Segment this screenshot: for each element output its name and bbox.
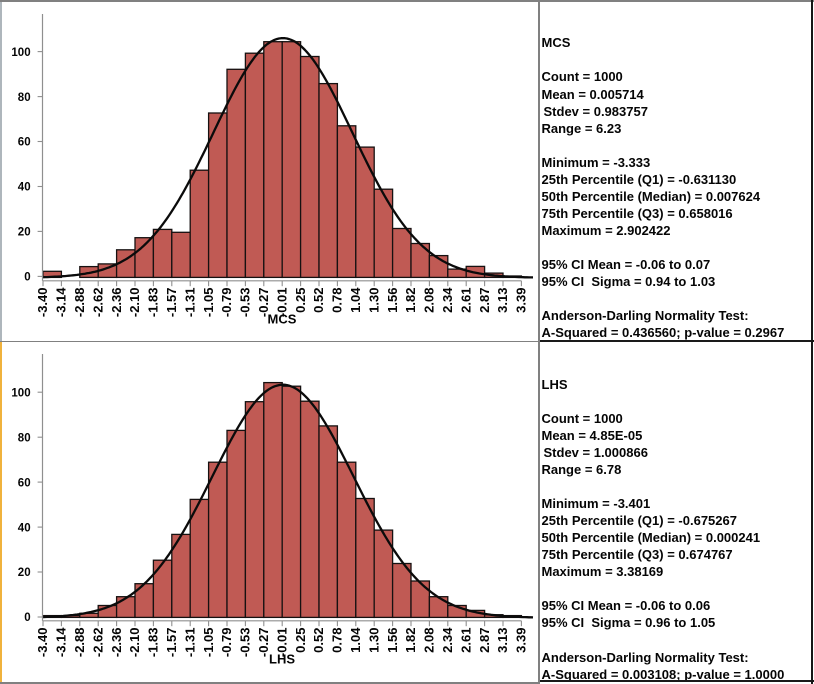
svg-text:3.13: 3.13 — [495, 288, 510, 313]
svg-text:-0.53: -0.53 — [238, 288, 253, 318]
svg-text:2.61: 2.61 — [458, 288, 473, 313]
svg-text:0: 0 — [24, 612, 30, 624]
svg-text:2.34: 2.34 — [440, 627, 455, 653]
svg-text:1.56: 1.56 — [385, 628, 400, 653]
svg-text:3.39: 3.39 — [514, 628, 529, 653]
svg-text:100: 100 — [11, 47, 30, 59]
svg-text:-0.79: -0.79 — [219, 288, 234, 318]
svg-text:-2.36: -2.36 — [109, 288, 124, 318]
svg-text:1.82: 1.82 — [403, 628, 418, 653]
svg-text:-1.83: -1.83 — [146, 628, 161, 658]
svg-text:0.25: 0.25 — [293, 288, 308, 313]
svg-text:-2.62: -2.62 — [90, 628, 105, 658]
svg-text:1.82: 1.82 — [403, 288, 418, 313]
svg-text:1.30: 1.30 — [366, 628, 381, 653]
svg-text:-3.40: -3.40 — [35, 628, 50, 658]
svg-text:1.30: 1.30 — [366, 288, 381, 313]
svg-text:-0.27: -0.27 — [256, 288, 271, 318]
svg-text:-1.31: -1.31 — [182, 628, 197, 658]
svg-text:-0.01: -0.01 — [274, 628, 289, 658]
svg-text:-2.62: -2.62 — [90, 288, 105, 318]
svg-text:100: 100 — [11, 387, 30, 399]
svg-text:2.34: 2.34 — [440, 287, 455, 313]
svg-text:-2.10: -2.10 — [127, 288, 142, 318]
svg-text:1.04: 1.04 — [348, 627, 363, 653]
svg-text:-3.14: -3.14 — [54, 287, 69, 317]
svg-text:-0.01: -0.01 — [274, 288, 289, 318]
svg-text:-0.27: -0.27 — [256, 628, 271, 658]
svg-text:-1.83: -1.83 — [146, 288, 161, 318]
svg-text:20: 20 — [18, 567, 31, 579]
svg-text:0.78: 0.78 — [330, 628, 345, 653]
svg-text:60: 60 — [18, 137, 31, 149]
svg-text:-3.40: -3.40 — [35, 288, 50, 318]
svg-text:80: 80 — [18, 432, 31, 444]
svg-text:3.39: 3.39 — [514, 288, 529, 313]
svg-text:-2.88: -2.88 — [72, 628, 87, 658]
svg-text:80: 80 — [18, 92, 31, 104]
svg-text:1.04: 1.04 — [348, 287, 363, 313]
svg-text:0.52: 0.52 — [311, 288, 326, 313]
svg-text:-1.31: -1.31 — [182, 288, 197, 318]
svg-text:3.13: 3.13 — [495, 628, 510, 653]
svg-text:0.52: 0.52 — [311, 628, 326, 653]
svg-text:20: 20 — [18, 227, 31, 239]
svg-text:-1.05: -1.05 — [201, 288, 216, 318]
svg-text:0.78: 0.78 — [330, 288, 345, 313]
svg-text:2.87: 2.87 — [477, 288, 492, 313]
svg-text:-0.79: -0.79 — [219, 628, 234, 658]
svg-text:-2.36: -2.36 — [109, 628, 124, 658]
svg-text:-1.57: -1.57 — [164, 628, 179, 658]
svg-text:-1.57: -1.57 — [164, 288, 179, 318]
svg-text:-0.53: -0.53 — [238, 628, 253, 658]
svg-text:-2.10: -2.10 — [127, 628, 142, 658]
svg-text:40: 40 — [18, 522, 31, 534]
svg-text:2.87: 2.87 — [477, 628, 492, 653]
svg-text:0.25: 0.25 — [293, 628, 308, 653]
svg-text:LHS: LHS — [269, 651, 295, 666]
svg-text:60: 60 — [18, 477, 31, 489]
svg-text:-1.05: -1.05 — [201, 628, 216, 658]
svg-text:1.56: 1.56 — [385, 288, 400, 313]
svg-text:40: 40 — [18, 182, 31, 194]
svg-text:2.08: 2.08 — [422, 288, 437, 313]
svg-text:-2.88: -2.88 — [72, 288, 87, 318]
svg-text:2.08: 2.08 — [422, 628, 437, 653]
svg-text:0: 0 — [24, 272, 30, 284]
svg-text:MCS: MCS — [268, 311, 297, 326]
svg-text:-3.14: -3.14 — [54, 627, 69, 657]
svg-text:2.61: 2.61 — [458, 628, 473, 653]
